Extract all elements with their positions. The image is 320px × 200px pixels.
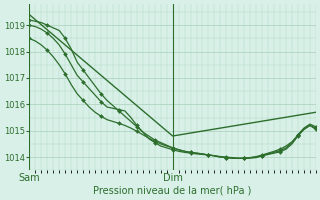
X-axis label: Pression niveau de la mer( hPa ): Pression niveau de la mer( hPa ) bbox=[93, 186, 252, 196]
